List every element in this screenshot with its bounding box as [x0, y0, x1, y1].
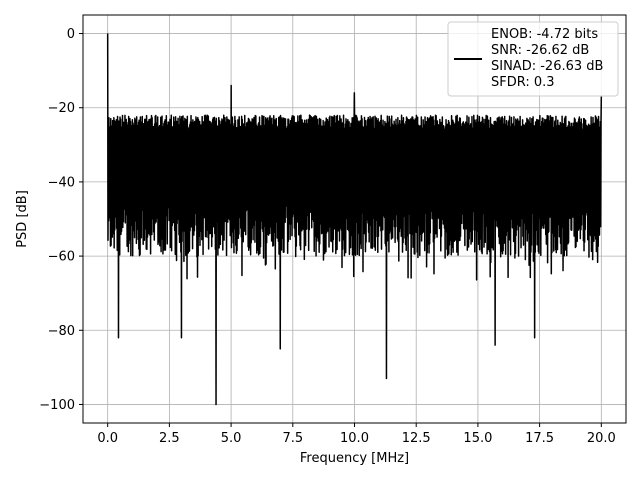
legend-sinad: SINAD: -26.63 dB — [491, 59, 603, 74]
legend-enob: ENOB: -4.72 bits — [491, 27, 598, 42]
psd-trace — [106, 33, 603, 406]
legend-snr: SNR: -26.62 dB — [491, 43, 589, 58]
x-tick-label: 15.0 — [463, 431, 492, 446]
x-tick-label: 10.0 — [340, 431, 369, 446]
y-tick-label: −40 — [48, 175, 75, 190]
x-tick-label: 12.5 — [402, 431, 431, 446]
x-tick-label: 5.0 — [221, 431, 242, 446]
x-tick-label: 7.5 — [282, 431, 303, 446]
psd-line — [106, 33, 603, 406]
x-axis-label: Frequency [MHz] — [300, 451, 409, 466]
y-axis-label: PSD [dB] — [15, 190, 30, 248]
y-tick-label: −20 — [48, 101, 75, 116]
y-tick-label: −60 — [48, 250, 75, 265]
legend: ENOB: -4.72 bits SNR: -26.62 dB SINAD: -… — [447, 21, 619, 97]
y-tick-label: 0 — [67, 27, 75, 42]
legend-box — [447, 21, 619, 97]
y-tick-label: −100 — [39, 398, 75, 413]
legend-sfdr: SFDR: 0.3 — [491, 75, 555, 90]
x-tick-label: 17.5 — [525, 431, 554, 446]
y-tick-label: −80 — [48, 324, 75, 339]
x-tick-label: 0.0 — [97, 431, 118, 446]
x-tick-label: 2.5 — [159, 431, 180, 446]
axis-ticks: 0.0 2.5 5.0 7.5 10.0 12.5 15.0 17.5 20.0 0 −20 −40 −… — [39, 27, 616, 446]
x-tick-label: 20.0 — [587, 431, 616, 446]
